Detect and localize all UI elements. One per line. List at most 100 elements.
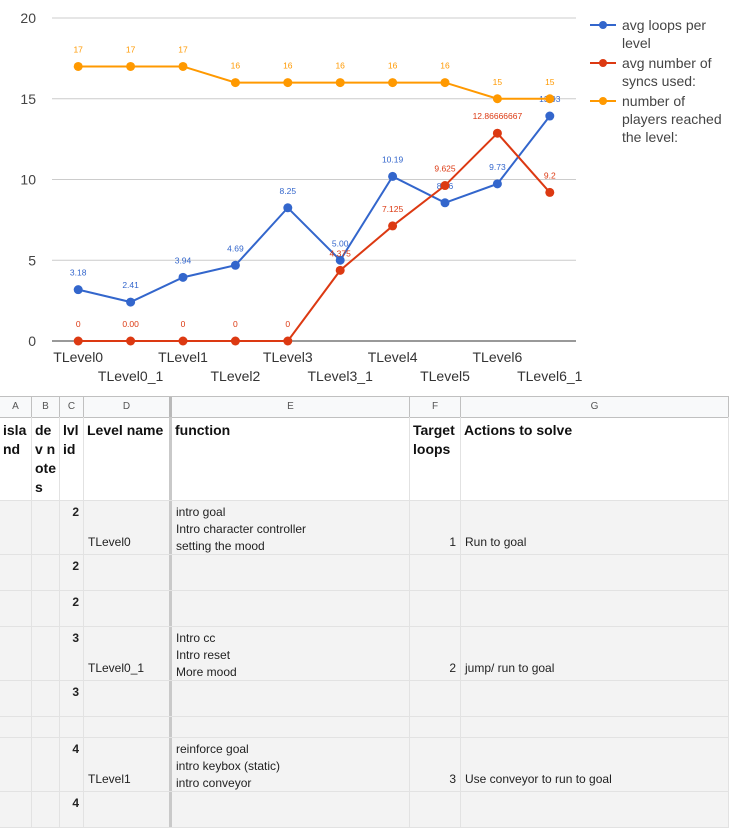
column-header-a[interactable]: A xyxy=(0,397,32,417)
legend-swatch-orange xyxy=(590,97,616,105)
table-cell-a[interactable] xyxy=(0,501,32,554)
header-cell-island[interactable]: island xyxy=(0,417,32,500)
table-cell-b[interactable] xyxy=(32,627,60,680)
table-cell-a[interactable] xyxy=(0,717,32,737)
table-cell-b[interactable] xyxy=(32,792,60,827)
table-cell-g[interactable] xyxy=(461,792,729,827)
table-cell-f[interactable]: 2 xyxy=(410,627,461,680)
data-point xyxy=(230,260,240,270)
y-tick-label: 20 xyxy=(20,10,36,26)
x-tick-label: TLevel6 xyxy=(472,349,522,365)
cell-text: 2 xyxy=(449,661,456,675)
table-cell-e[interactable]: Intro cc Intro reset More mood xyxy=(172,627,410,680)
data-point xyxy=(178,336,188,346)
cell-text: TLevel0 xyxy=(88,535,131,549)
table-cell-f[interactable]: 3 xyxy=(410,738,461,791)
table-cell-c[interactable]: 4 xyxy=(60,738,84,791)
header-cell-target-loops[interactable]: Target loops xyxy=(410,417,461,500)
cell-text: 4 xyxy=(72,796,79,810)
table-cell-b[interactable] xyxy=(32,717,60,737)
table-cell-b[interactable] xyxy=(32,555,60,590)
table-cell-c[interactable]: 2 xyxy=(60,555,84,590)
data-label: 16 xyxy=(388,61,398,71)
data-label: 0 xyxy=(181,319,186,329)
header-cell-dev-notes[interactable]: dev notes xyxy=(32,417,60,500)
table-cell-a[interactable] xyxy=(0,738,32,791)
data-point xyxy=(73,61,83,71)
function-line: More mood xyxy=(176,665,237,679)
table-cell-b[interactable] xyxy=(32,501,60,554)
table-cell-g[interactable]: Use conveyor to run to goal xyxy=(461,738,729,791)
table-cell-f[interactable] xyxy=(410,555,461,590)
table-cell-d[interactable]: TLevel0 xyxy=(84,501,172,554)
data-point xyxy=(335,265,345,275)
table-cell-f[interactable] xyxy=(410,717,461,737)
column-header-g[interactable]: G xyxy=(461,397,729,417)
table-cell-g[interactable] xyxy=(461,591,729,626)
column-header-b[interactable]: B xyxy=(32,397,60,417)
table-cell-b[interactable] xyxy=(32,681,60,716)
table-cell-e[interactable] xyxy=(172,681,410,716)
data-label: 3.18 xyxy=(70,268,87,278)
data-point xyxy=(73,336,83,346)
table-cell-b[interactable] xyxy=(32,738,60,791)
column-header-c[interactable]: C xyxy=(60,397,84,417)
table-cell-e[interactable] xyxy=(172,555,410,590)
x-tick-label: TLevel0_1 xyxy=(98,368,164,384)
series-line xyxy=(78,131,551,342)
table-cell-f[interactable] xyxy=(410,792,461,827)
header-cell-actions[interactable]: Actions to solve xyxy=(461,417,729,500)
table-cell-d[interactable] xyxy=(84,681,172,716)
table-cell-c[interactable]: 3 xyxy=(60,681,84,716)
data-point xyxy=(230,336,240,346)
table-cell-e[interactable] xyxy=(172,591,410,626)
table-cell-d[interactable] xyxy=(84,555,172,590)
table-cell-d[interactable] xyxy=(84,717,172,737)
header-cell-level-name[interactable]: Level name xyxy=(84,417,172,500)
table-cell-e[interactable]: reinforce goal intro keybox (static) intro… xyxy=(172,738,410,791)
column-header-e[interactable]: E xyxy=(172,397,410,417)
table-cell-f[interactable] xyxy=(410,681,461,716)
data-point xyxy=(335,78,345,88)
data-label: 16 xyxy=(283,61,293,71)
table-cell-g[interactable] xyxy=(461,717,729,737)
data-point xyxy=(126,336,136,346)
table-cell-c[interactable] xyxy=(60,717,84,737)
table-cell-e[interactable] xyxy=(172,792,410,827)
table-cell-e[interactable]: intro goal Intro character controller sett… xyxy=(172,501,410,554)
table-cell-d[interactable] xyxy=(84,792,172,827)
table-cell-g[interactable] xyxy=(461,681,729,716)
header-cell-lvl-id[interactable]: lvl id xyxy=(60,417,84,500)
data-point xyxy=(440,181,450,191)
table-cell-c[interactable]: 2 xyxy=(60,591,84,626)
table-cell-a[interactable] xyxy=(0,555,32,590)
table-cell-g[interactable]: Run to goal xyxy=(461,501,729,554)
table-cell-c[interactable]: 2 xyxy=(60,501,84,554)
chart-panel: 0 5 10 15 20 TLevel0 TLevel0_1 TLevel1 TLevel2 TL… xyxy=(0,0,729,396)
column-header-f[interactable]: F xyxy=(410,397,461,417)
table-cell-a[interactable] xyxy=(0,681,32,716)
column-header-d[interactable]: D xyxy=(84,397,172,417)
table-cell-a[interactable] xyxy=(0,591,32,626)
legend-item-syncs: avg number of syncs used: xyxy=(590,54,729,90)
header-cell-function[interactable]: function xyxy=(172,417,410,500)
data-point xyxy=(178,272,188,282)
data-label: 0.00 xyxy=(122,319,139,329)
table-cell-f[interactable]: 1 xyxy=(410,501,461,554)
table-cell-a[interactable] xyxy=(0,627,32,680)
table-cell-c[interactable]: 4 xyxy=(60,792,84,827)
table-cell-c[interactable]: 3 xyxy=(60,627,84,680)
table-cell-f[interactable] xyxy=(410,591,461,626)
table-cell-e[interactable] xyxy=(172,717,410,737)
table-cell-g[interactable] xyxy=(461,555,729,590)
table-cell-d[interactable]: TLevel0_1 xyxy=(84,627,172,680)
table-cell-b[interactable] xyxy=(32,591,60,626)
cell-text: 4 xyxy=(72,742,79,756)
table-cell-a[interactable] xyxy=(0,792,32,827)
table-cell-d[interactable] xyxy=(84,591,172,626)
cell-text: jump/ run to goal xyxy=(465,661,555,675)
table-cell-d[interactable]: TLevel1 xyxy=(84,738,172,791)
legend-label: avg number of syncs used: xyxy=(622,55,712,89)
cell-text: TLevel1 xyxy=(88,772,131,786)
table-cell-g[interactable]: jump/ run to goal xyxy=(461,627,729,680)
